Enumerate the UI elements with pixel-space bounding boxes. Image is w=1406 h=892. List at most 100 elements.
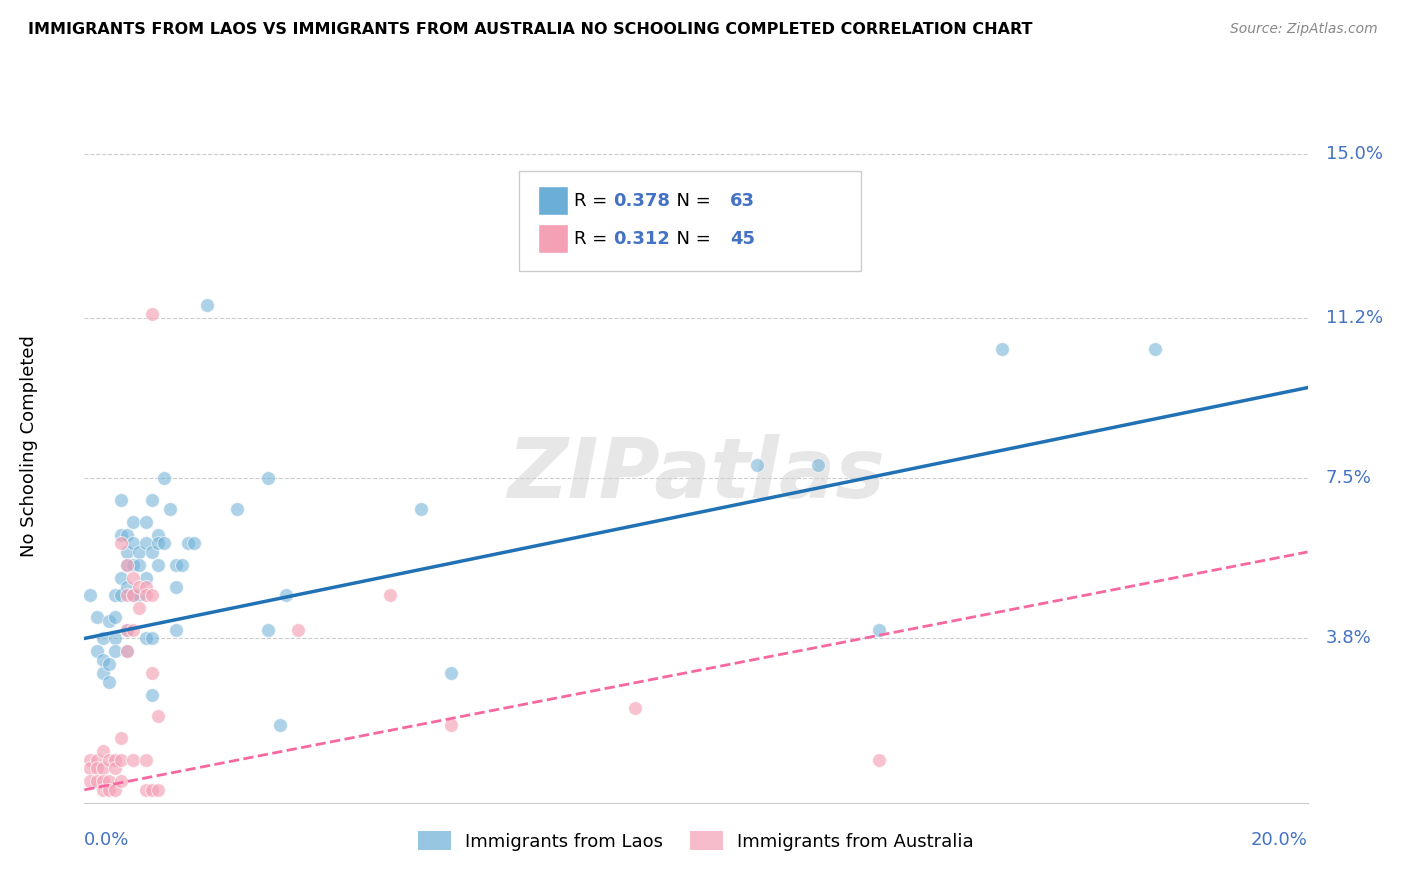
Point bbox=[269, 718, 291, 732]
Point bbox=[257, 471, 280, 485]
Point bbox=[110, 527, 132, 541]
Text: N =: N = bbox=[665, 192, 717, 210]
Point bbox=[146, 558, 169, 572]
Point bbox=[115, 545, 138, 559]
Point bbox=[86, 774, 108, 789]
Point bbox=[104, 782, 127, 797]
Point bbox=[141, 545, 163, 559]
Point bbox=[91, 666, 114, 681]
Point bbox=[122, 571, 145, 585]
Text: 0.378: 0.378 bbox=[613, 192, 669, 210]
Point bbox=[141, 688, 163, 702]
Point bbox=[110, 536, 132, 550]
Point bbox=[115, 623, 138, 637]
FancyBboxPatch shape bbox=[538, 224, 568, 252]
Point bbox=[79, 774, 101, 789]
Point bbox=[115, 644, 138, 658]
Point bbox=[165, 558, 187, 572]
Point bbox=[135, 515, 157, 529]
Point bbox=[440, 718, 463, 732]
Point bbox=[79, 588, 101, 602]
Point bbox=[409, 501, 432, 516]
Point bbox=[991, 342, 1014, 356]
Point bbox=[128, 588, 150, 602]
Point bbox=[146, 527, 169, 541]
Point bbox=[128, 601, 150, 615]
Point bbox=[115, 558, 138, 572]
Point bbox=[146, 536, 169, 550]
Text: 11.2%: 11.2% bbox=[1326, 310, 1384, 327]
Point bbox=[165, 623, 187, 637]
Text: IMMIGRANTS FROM LAOS VS IMMIGRANTS FROM AUSTRALIA NO SCHOOLING COMPLETED CORRELA: IMMIGRANTS FROM LAOS VS IMMIGRANTS FROM … bbox=[28, 22, 1032, 37]
Point bbox=[97, 614, 120, 628]
Point bbox=[869, 753, 891, 767]
Point bbox=[110, 774, 132, 789]
Point bbox=[91, 632, 114, 646]
Text: 45: 45 bbox=[730, 230, 755, 248]
Point bbox=[91, 782, 114, 797]
Point bbox=[91, 774, 114, 789]
Point bbox=[165, 580, 187, 594]
Point bbox=[104, 644, 127, 658]
Point bbox=[276, 588, 298, 602]
Point bbox=[128, 545, 150, 559]
Text: Source: ZipAtlas.com: Source: ZipAtlas.com bbox=[1230, 22, 1378, 37]
Point bbox=[110, 731, 132, 745]
Point bbox=[122, 515, 145, 529]
Point bbox=[135, 782, 157, 797]
Point bbox=[141, 307, 163, 321]
Point bbox=[97, 774, 120, 789]
Text: 63: 63 bbox=[730, 192, 755, 210]
Point bbox=[747, 458, 769, 473]
Point bbox=[97, 782, 120, 797]
Text: 7.5%: 7.5% bbox=[1326, 469, 1372, 487]
Point bbox=[115, 527, 138, 541]
Point bbox=[183, 536, 205, 550]
Point bbox=[110, 753, 132, 767]
Point bbox=[122, 753, 145, 767]
Point bbox=[104, 588, 127, 602]
Point bbox=[97, 657, 120, 672]
Text: ZIPatlas: ZIPatlas bbox=[508, 434, 884, 515]
Point bbox=[128, 580, 150, 594]
Point bbox=[153, 471, 176, 485]
Point bbox=[141, 588, 163, 602]
Point bbox=[440, 666, 463, 681]
Point bbox=[86, 644, 108, 658]
FancyBboxPatch shape bbox=[519, 171, 860, 271]
Point bbox=[195, 298, 218, 312]
Point bbox=[122, 536, 145, 550]
Point bbox=[115, 588, 138, 602]
Point bbox=[869, 623, 891, 637]
Point bbox=[79, 753, 101, 767]
Point bbox=[104, 610, 127, 624]
Point bbox=[128, 558, 150, 572]
Point bbox=[153, 536, 176, 550]
Text: No Schooling Completed: No Schooling Completed bbox=[20, 335, 38, 557]
Point bbox=[146, 709, 169, 723]
Point bbox=[135, 632, 157, 646]
Point bbox=[172, 558, 194, 572]
Point bbox=[115, 558, 138, 572]
Text: R =: R = bbox=[574, 230, 613, 248]
Point bbox=[104, 632, 127, 646]
FancyBboxPatch shape bbox=[538, 186, 568, 215]
Point bbox=[122, 588, 145, 602]
Point bbox=[79, 761, 101, 775]
Text: N =: N = bbox=[665, 230, 717, 248]
Point bbox=[86, 610, 108, 624]
Point bbox=[1143, 342, 1166, 356]
Point bbox=[91, 744, 114, 758]
Point bbox=[141, 632, 163, 646]
Point bbox=[122, 623, 145, 637]
Point bbox=[122, 558, 145, 572]
Text: R =: R = bbox=[574, 192, 613, 210]
Legend: Immigrants from Laos, Immigrants from Australia: Immigrants from Laos, Immigrants from Au… bbox=[411, 824, 981, 858]
Point bbox=[135, 580, 157, 594]
Point bbox=[110, 588, 132, 602]
Point bbox=[226, 501, 249, 516]
Point bbox=[104, 753, 127, 767]
Text: 20.0%: 20.0% bbox=[1251, 831, 1308, 849]
Point bbox=[141, 782, 163, 797]
Point bbox=[104, 761, 127, 775]
